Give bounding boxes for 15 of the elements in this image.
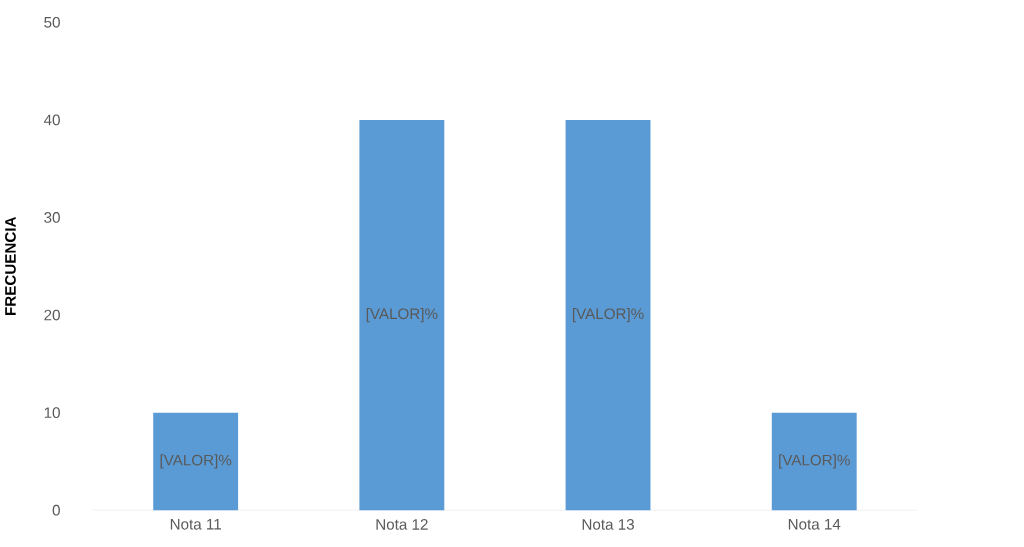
y-tick-label: 40 [43, 114, 60, 126]
y-tick-label: 0 [52, 504, 60, 516]
x-tick-label: Nota 14 [788, 519, 841, 530]
x-tick-label: Nota 13 [582, 519, 634, 530]
data-label: [VALOR]% [779, 454, 850, 469]
y-tick-label: 30 [44, 212, 60, 223]
y-tick-label: 50 [44, 17, 60, 28]
y-tick-label: 10 [44, 407, 60, 419]
data-label: [VALOR]% [160, 454, 232, 469]
y-axis-title: FRECUENCIA [5, 216, 16, 316]
x-tick-label: Nota 11 [170, 519, 221, 530]
x-tick-label: Nota 12 [376, 519, 428, 530]
data-label: [VALOR]% [366, 308, 438, 323]
data-label: [VALOR]% [572, 308, 644, 323]
y-tick-label: 20 [44, 309, 60, 321]
